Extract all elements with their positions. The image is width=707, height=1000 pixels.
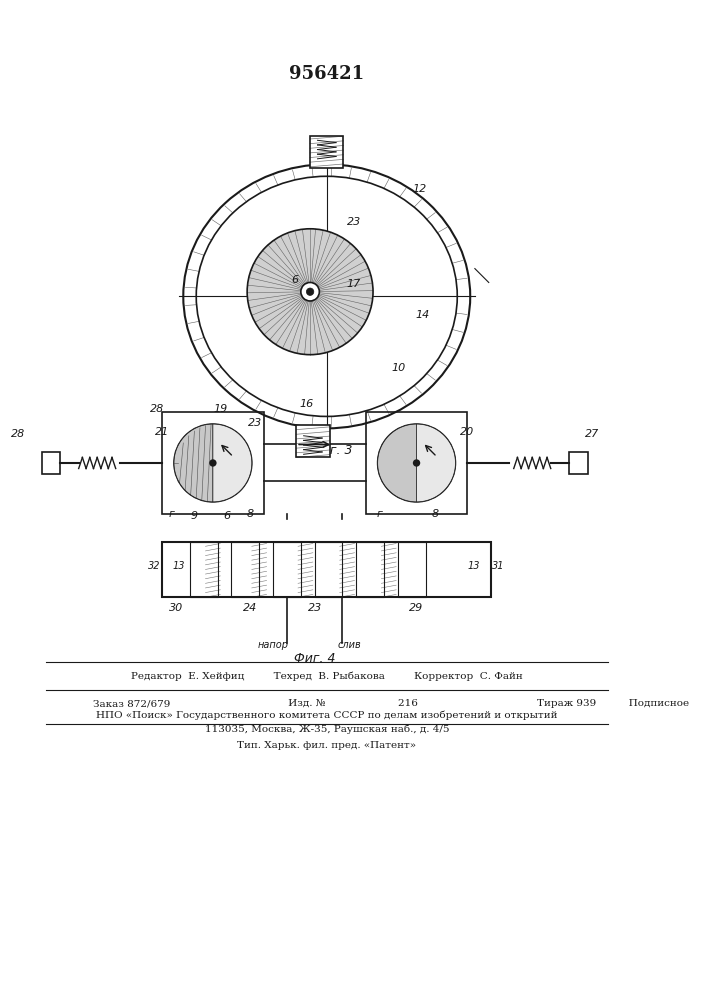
Text: 10: 10 [391, 363, 406, 373]
Bar [398, 542, 426, 597]
Text: Тип. Харьк. фил. пред. «Патент»: Тип. Харьк. фил. пред. «Патент» [237, 741, 416, 750]
Bar [189, 542, 218, 597]
Circle shape [247, 229, 373, 355]
Text: 19: 19 [214, 404, 228, 414]
Text: 21: 21 [155, 427, 169, 437]
Text: 956421: 956421 [289, 65, 364, 83]
Text: 28: 28 [11, 429, 25, 439]
Bar [162, 542, 491, 597]
Polygon shape [416, 424, 455, 502]
Bar [366, 412, 467, 514]
Bar [569, 452, 588, 474]
Polygon shape [213, 424, 252, 502]
Text: г: г [168, 509, 174, 519]
Circle shape [413, 459, 420, 467]
Text: 6: 6 [291, 275, 298, 285]
Bar [162, 412, 264, 514]
Circle shape [301, 282, 320, 301]
Text: 17: 17 [346, 279, 361, 289]
Text: 13: 13 [173, 561, 185, 571]
Text: 24: 24 [243, 603, 257, 613]
Text: 27: 27 [585, 429, 600, 439]
Bar [315, 542, 342, 597]
Text: 1: 1 [212, 448, 219, 458]
Bar [231, 542, 259, 597]
Text: 8: 8 [246, 509, 254, 519]
Text: 23: 23 [248, 418, 262, 428]
Text: г: г [377, 509, 382, 519]
Text: 7: 7 [390, 448, 397, 458]
Text: 9: 9 [191, 511, 198, 521]
Text: Редактор  Е. Хейфиц         Техред  В. Рыбакова         Корректор  С. Файн: Редактор Е. Хейфиц Техред В. Рыбакова Ко… [131, 671, 522, 681]
Polygon shape [174, 424, 213, 502]
Text: слив: слив [338, 640, 362, 650]
Text: 216: 216 [398, 699, 450, 708]
Text: 22: 22 [400, 448, 414, 458]
Text: 7: 7 [186, 448, 193, 458]
Text: 28: 28 [150, 404, 165, 414]
Text: 19: 19 [312, 425, 327, 435]
Text: 23: 23 [347, 217, 361, 227]
Text: 32: 32 [148, 561, 160, 571]
Text: Заказ 872/679: Заказ 872/679 [93, 699, 173, 708]
Polygon shape [378, 424, 416, 502]
Bar [356, 542, 384, 597]
Text: 12: 12 [413, 184, 427, 194]
Text: 31: 31 [492, 561, 504, 571]
Text: 6: 6 [223, 511, 230, 521]
Bar [310, 136, 344, 168]
Text: напор: напор [257, 640, 288, 650]
Text: НПО «Поиск» Государственного комитета СССР по делам изобретений и открытий: НПО «Поиск» Государственного комитета СС… [96, 710, 558, 720]
Text: 29: 29 [409, 603, 423, 613]
Text: 23: 23 [308, 603, 322, 613]
Text: 14: 14 [416, 310, 430, 320]
Bar [296, 425, 329, 457]
Text: 8: 8 [431, 509, 438, 519]
Bar [42, 452, 60, 474]
Text: 113035, Москва, Ж-35, Раушская наб., д. 4/5: 113035, Москва, Ж-35, Раушская наб., д. … [204, 725, 449, 734]
Text: Фиг. 3: Фиг. 3 [310, 444, 352, 457]
Circle shape [209, 459, 216, 467]
Circle shape [306, 288, 314, 295]
Text: 16: 16 [299, 399, 313, 409]
Text: 13: 13 [468, 561, 480, 571]
Text: 20: 20 [460, 427, 474, 437]
Text: Тираж 939          Подписное: Тираж 939 Подписное [537, 699, 689, 708]
Bar [273, 542, 301, 597]
Text: 30: 30 [169, 603, 183, 613]
Text: Фиг. 4: Фиг. 4 [294, 652, 335, 665]
Text: Изд. №: Изд. № [259, 699, 329, 708]
